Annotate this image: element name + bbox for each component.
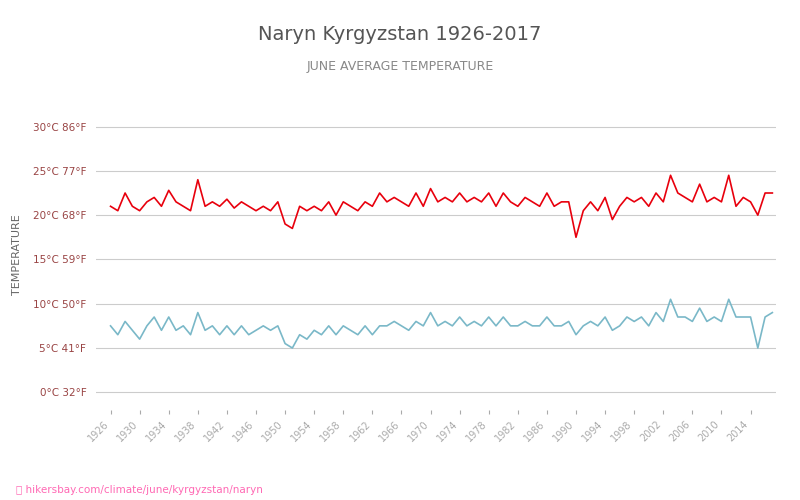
Text: 📍 hikersbay.com/climate/june/kyrgyzstan/naryn: 📍 hikersbay.com/climate/june/kyrgyzstan/… xyxy=(16,485,263,495)
Legend: NIGHT, DAY: NIGHT, DAY xyxy=(358,498,514,500)
Text: Naryn Kyrgyzstan 1926-2017: Naryn Kyrgyzstan 1926-2017 xyxy=(258,25,542,44)
Text: JUNE AVERAGE TEMPERATURE: JUNE AVERAGE TEMPERATURE xyxy=(306,60,494,73)
Y-axis label: TEMPERATURE: TEMPERATURE xyxy=(12,214,22,296)
